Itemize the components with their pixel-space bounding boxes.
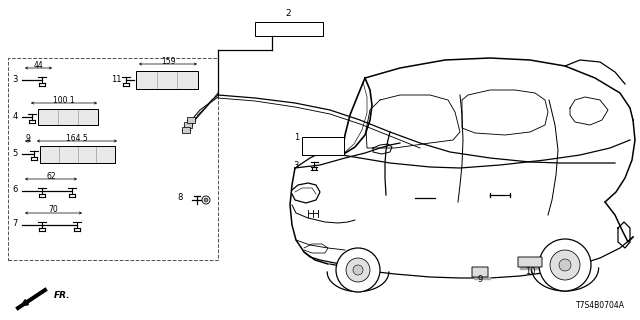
Text: 10: 10 xyxy=(525,268,535,276)
Circle shape xyxy=(550,250,580,280)
Text: 7: 7 xyxy=(13,219,18,228)
Bar xyxy=(8,58,218,260)
Text: 44: 44 xyxy=(34,60,44,69)
Text: 9: 9 xyxy=(477,276,483,284)
Circle shape xyxy=(336,248,380,292)
FancyBboxPatch shape xyxy=(472,267,488,277)
Text: 4: 4 xyxy=(13,111,18,121)
Bar xyxy=(187,117,195,123)
Text: 8: 8 xyxy=(178,194,183,203)
Bar xyxy=(302,137,344,155)
Text: 1: 1 xyxy=(294,132,299,141)
Text: FR.: FR. xyxy=(54,292,70,300)
FancyBboxPatch shape xyxy=(518,257,542,267)
Bar xyxy=(184,122,192,128)
Text: 164 5: 164 5 xyxy=(66,133,88,142)
Text: 44: 44 xyxy=(318,141,328,150)
Text: 2: 2 xyxy=(285,9,291,18)
Circle shape xyxy=(346,258,370,282)
Text: 3: 3 xyxy=(294,161,299,170)
Circle shape xyxy=(202,196,210,204)
Circle shape xyxy=(559,259,571,271)
Bar xyxy=(38,109,98,125)
Text: 11: 11 xyxy=(111,75,122,84)
Bar xyxy=(182,127,190,133)
Text: 6: 6 xyxy=(13,185,18,194)
Text: 100 1: 100 1 xyxy=(53,95,75,105)
Text: 5: 5 xyxy=(13,148,18,157)
Bar xyxy=(136,71,198,89)
Text: T7S4B0704A: T7S4B0704A xyxy=(576,301,625,310)
Circle shape xyxy=(539,239,591,291)
Bar xyxy=(255,22,323,36)
Text: 9: 9 xyxy=(26,133,31,142)
Bar xyxy=(40,146,115,163)
Text: 70: 70 xyxy=(49,205,58,214)
Circle shape xyxy=(204,198,208,202)
Polygon shape xyxy=(520,267,542,269)
Polygon shape xyxy=(474,277,490,279)
Circle shape xyxy=(353,265,363,275)
Text: 159: 159 xyxy=(161,57,175,66)
Text: 3: 3 xyxy=(13,75,18,84)
Text: 62: 62 xyxy=(46,172,56,180)
